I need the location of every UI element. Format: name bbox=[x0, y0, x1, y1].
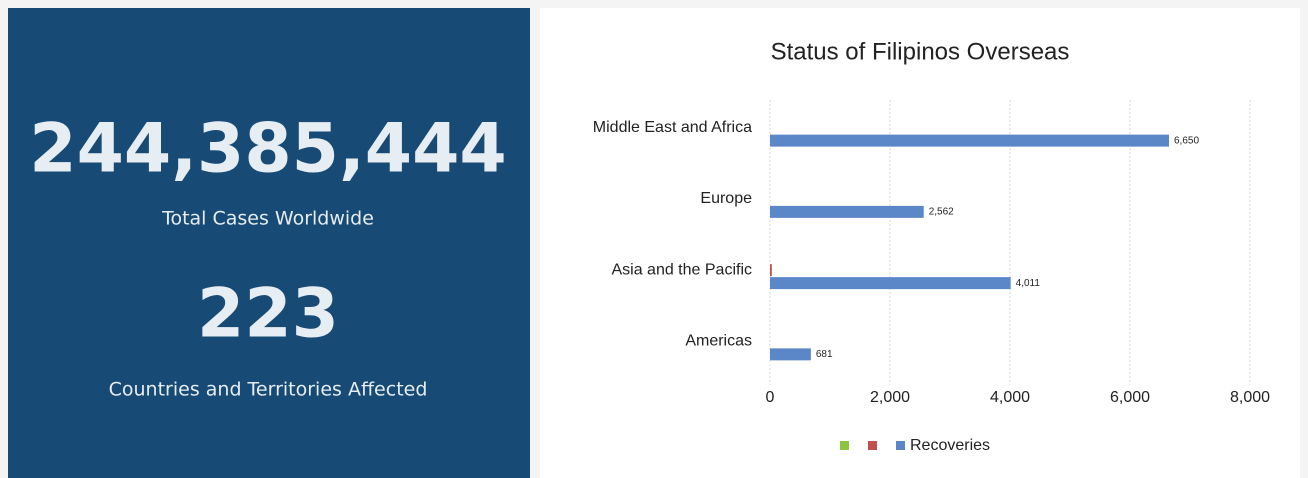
countries-label: Countries and Territories Affected bbox=[109, 379, 428, 401]
x-tick-label: 4,000 bbox=[990, 389, 1030, 406]
total-cases: 244,385,444 bbox=[29, 110, 507, 189]
total-cases-label: Total Cases Worldwide bbox=[161, 208, 374, 230]
y-tick-label: Middle East and Africa bbox=[593, 119, 752, 136]
legend-label: Recoveries bbox=[910, 437, 990, 454]
y-tick-label: Asia and the Pacific bbox=[611, 261, 752, 278]
bar bbox=[770, 134, 1169, 147]
y-tick-label: Europe bbox=[700, 190, 752, 207]
data-label: 681 bbox=[816, 349, 833, 360]
bar bbox=[770, 348, 811, 361]
x-tick-label: 0 bbox=[766, 389, 775, 406]
x-tick-label: 8,000 bbox=[1230, 389, 1270, 406]
y-tick-label: Americas bbox=[685, 333, 752, 350]
legend-swatch bbox=[868, 441, 877, 450]
legend-swatch bbox=[840, 441, 849, 450]
data-label: 6,650 bbox=[1174, 135, 1199, 146]
legend-swatch bbox=[896, 441, 905, 450]
x-tick-label: 2,000 bbox=[870, 389, 910, 406]
countries-count: 223 bbox=[197, 275, 339, 354]
chart-title: Status of Filipinos Overseas bbox=[771, 38, 1070, 65]
data-label: 2,562 bbox=[929, 207, 954, 218]
chart-panel bbox=[540, 8, 1300, 478]
bar bbox=[770, 264, 772, 277]
bar bbox=[770, 277, 1011, 290]
stats-panel bbox=[8, 8, 530, 478]
bar bbox=[770, 205, 924, 218]
x-tick-label: 6,000 bbox=[1110, 389, 1150, 406]
data-label: 4,011 bbox=[1016, 278, 1041, 289]
